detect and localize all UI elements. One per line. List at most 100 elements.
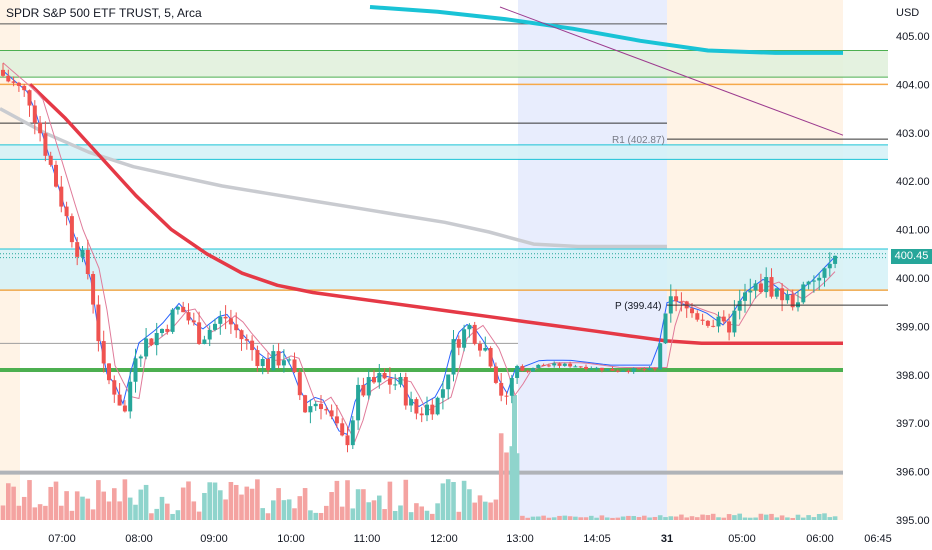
volume-bar: [763, 514, 769, 520]
volume-bar: [536, 516, 541, 520]
candle-body: [96, 304, 101, 342]
candle-body: [191, 320, 196, 323]
volume-bar: [90, 509, 96, 520]
volume-bar: [11, 486, 16, 520]
volume-bar: [286, 499, 292, 520]
pivot-labels: R1 (402.87) P (399.44): [612, 135, 888, 312]
volume-bar: [594, 517, 599, 520]
volume-bar: [509, 446, 515, 520]
candle-body: [621, 370, 626, 372]
volume-bar: [69, 510, 75, 520]
candle-body: [6, 75, 11, 82]
price-tick-label: 404.00: [896, 79, 930, 91]
volume-bar: [361, 489, 366, 520]
candle-body: [308, 406, 313, 413]
volume-bar: [512, 395, 517, 520]
axis-unit: USD: [896, 7, 919, 19]
ema-gray-line: [0, 107, 667, 249]
volume-bar: [218, 490, 223, 520]
candles: [1, 63, 838, 453]
candle-body: [546, 365, 551, 367]
pivot-label-1: P (399.44): [615, 301, 662, 312]
candle-body: [440, 389, 445, 398]
volume-bar: [620, 516, 626, 520]
volume-bar: [689, 516, 695, 520]
time-axis[interactable]: 07:00 08:00 09:00 10:00 11:00 12:00 13:00 14:05…: [48, 533, 892, 545]
candle-body: [75, 242, 80, 257]
volume-bar: [546, 517, 552, 520]
volume-bar: [74, 491, 80, 520]
time-tick-label: 08:00: [125, 533, 153, 545]
candle-body: [287, 359, 292, 361]
volume-bar: [154, 508, 159, 520]
horizontal-levels[interactable]: [0, 23, 888, 475]
volume-bar: [615, 517, 621, 520]
time-tick-label: 05:00: [728, 533, 756, 545]
volume-bar: [223, 499, 228, 520]
volume-bar: [626, 515, 631, 520]
candle-body: [409, 399, 414, 406]
volume-bar: [271, 500, 276, 520]
volume-bar: [732, 515, 737, 520]
volume-bar: [228, 481, 234, 520]
candle-body: [663, 313, 668, 344]
volume-bar: [514, 453, 520, 520]
candle-body: [758, 283, 763, 293]
volume-bar: [127, 497, 133, 520]
volume-bar: [16, 505, 22, 520]
candle-body: [679, 301, 684, 303]
volume-bar: [85, 498, 91, 520]
candle-body: [133, 358, 138, 382]
volume-bar: [610, 517, 615, 520]
volume-bar: [334, 480, 340, 520]
volume-bar: [233, 484, 239, 520]
volume-bar: [467, 489, 472, 520]
candle-body: [85, 249, 90, 275]
candle-body: [562, 363, 567, 366]
time-tick-label: 07:00: [48, 533, 76, 545]
volume-bar: [451, 482, 456, 520]
volume-bar: [716, 517, 721, 520]
volume-bar: [345, 480, 350, 520]
volume-bar: [207, 482, 212, 520]
volume-bar: [21, 496, 27, 520]
candle-body: [690, 308, 694, 314]
volume-bar: [642, 515, 647, 520]
candle-body: [32, 105, 37, 123]
time-tick-label: 10:00: [277, 533, 305, 545]
time-tick-label: 06:45: [864, 533, 892, 545]
candle-body: [239, 330, 244, 340]
volume-bar: [700, 514, 705, 520]
candle-body: [658, 343, 663, 370]
volume-bar: [493, 499, 499, 520]
candle-body: [80, 249, 85, 257]
candle-body: [144, 338, 149, 357]
volume-bar: [583, 517, 589, 520]
candle-body: [372, 377, 376, 383]
volume-bar: [101, 491, 106, 520]
candle-body: [674, 296, 679, 302]
candle-body: [753, 283, 758, 291]
candle-body: [27, 90, 32, 106]
candle-body: [573, 366, 578, 368]
volume-bar: [37, 504, 43, 520]
volume-bar: [578, 517, 583, 520]
candle-body: [774, 288, 779, 297]
volume-bar: [811, 517, 817, 520]
candle-body: [536, 364, 541, 369]
volume-bar: [822, 513, 827, 520]
candle-body: [499, 382, 504, 396]
moving-averages[interactable]: [0, 5, 844, 443]
volume-bar: [260, 508, 265, 520]
candle-body: [329, 410, 334, 417]
price-axis[interactable]: USD 405.00 404.00 403.00 402.00 401.00 400.00…: [896, 7, 930, 527]
candle-body: [509, 377, 514, 396]
volume-bar: [170, 513, 175, 520]
price-tick-label: 396.00: [896, 467, 930, 479]
volume-bar: [355, 489, 361, 520]
volume-bar: [472, 502, 477, 520]
volume-bar: [392, 510, 398, 520]
volume-bar: [53, 481, 59, 520]
candle-body: [552, 363, 557, 366]
